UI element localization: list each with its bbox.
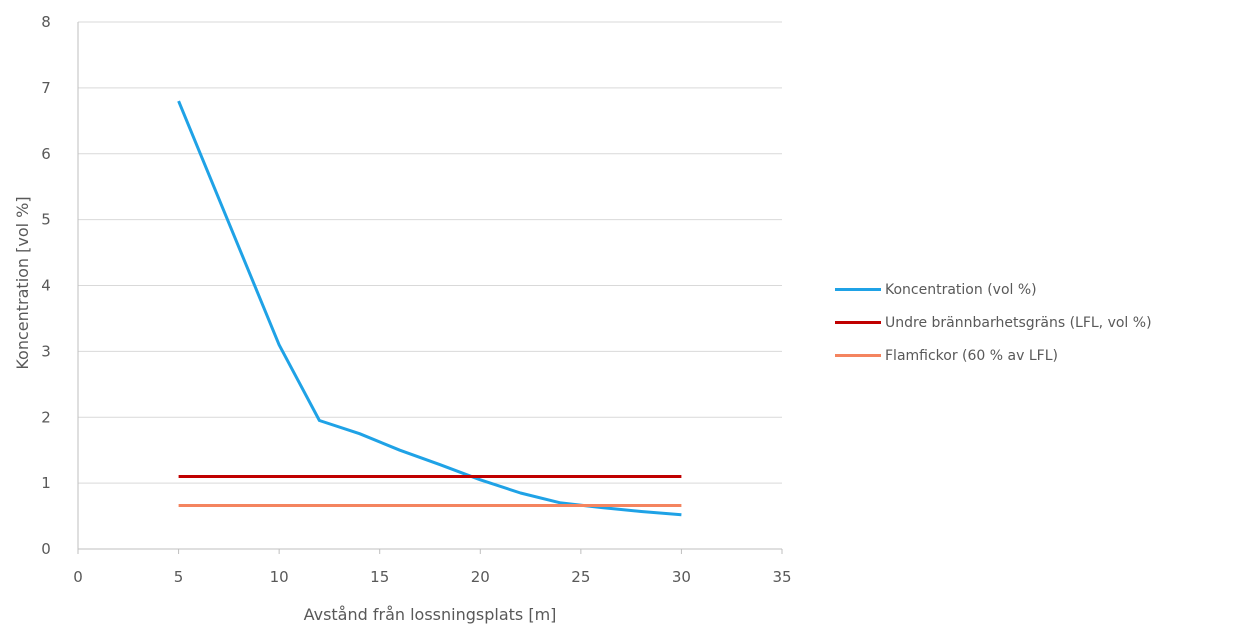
legend-label: Undre brännbarhetsgräns (LFL, vol %) bbox=[885, 314, 1152, 331]
x-tick-label: 15 bbox=[370, 568, 389, 586]
y-tick-label: 5 bbox=[41, 211, 51, 229]
series-line-1 bbox=[177, 100, 682, 517]
legend-item: Koncentration (vol %) bbox=[835, 273, 1152, 306]
x-tick-label: 0 bbox=[73, 568, 83, 586]
gridlines bbox=[78, 21, 782, 484]
y-tick-label: 4 bbox=[41, 277, 51, 295]
x-tick-label: 20 bbox=[471, 568, 490, 586]
legend-label: Koncentration (vol %) bbox=[885, 281, 1037, 298]
x-tick-label: 10 bbox=[270, 568, 289, 586]
y-tick-label: 0 bbox=[41, 540, 51, 558]
legend-label: Flamfickor (60 % av LFL) bbox=[885, 347, 1058, 364]
y-axis-title: Koncentration [vol %] bbox=[13, 196, 32, 369]
y-tick-label: 8 bbox=[41, 13, 51, 31]
legend-item: Flamfickor (60 % av LFL) bbox=[835, 339, 1152, 372]
y-tick-label: 1 bbox=[41, 474, 51, 492]
y-tick-labels: 0 1 2 3 4 5 6 7 8 bbox=[41, 13, 51, 558]
legend-swatch bbox=[835, 321, 881, 324]
x-tick-label: 25 bbox=[571, 568, 590, 586]
y-tick-label: 3 bbox=[41, 342, 51, 360]
x-tick-label: 5 bbox=[174, 568, 184, 586]
y-tick-label: 6 bbox=[41, 145, 51, 163]
series-lines bbox=[177, 100, 682, 517]
x-tick-label: 35 bbox=[772, 568, 791, 586]
legend-swatch bbox=[835, 354, 881, 357]
legend: Koncentration (vol %) Undre brännbarhets… bbox=[835, 273, 1152, 372]
x-tick-label: 30 bbox=[672, 568, 691, 586]
x-axis-title: Avstånd från lossningsplats [m] bbox=[304, 605, 557, 624]
y-tick-label: 7 bbox=[41, 79, 51, 97]
y-tick-label: 2 bbox=[41, 408, 51, 426]
x-tick-labels: 0 5 10 15 20 25 30 35 bbox=[73, 568, 791, 586]
legend-item: Undre brännbarhetsgräns (LFL, vol %) bbox=[835, 306, 1152, 339]
axes bbox=[77, 22, 783, 554]
legend-swatch bbox=[835, 288, 881, 291]
